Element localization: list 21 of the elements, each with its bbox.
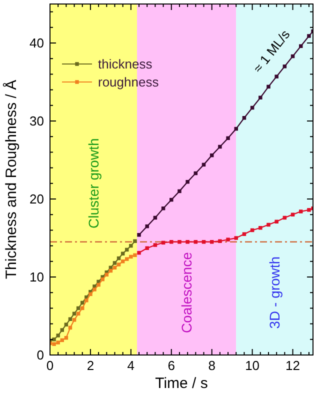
legend-label: thickness [98,56,153,72]
x-tick-label: 12 [286,358,300,373]
x-axis-title: Time / s [155,375,208,392]
x-tick-label: 8 [208,358,216,373]
y-tick-label: 10 [30,270,44,284]
point [133,239,137,243]
x-tick-label: 4 [127,358,135,373]
y-tick-label: 20 [30,192,44,206]
x-tick-label: 2 [86,358,94,373]
y-tick-label: 40 [30,36,44,50]
x-tick-label: 10 [245,358,260,373]
y-tick-label: 30 [30,114,44,128]
band-label: Cluster growth [85,138,102,229]
x-tick-label: 0 [46,358,54,373]
band-label: Coalescence [178,252,195,334]
legend-label: roughness [98,74,160,90]
y-tick-label: 0 [36,348,44,362]
x-tick-label: 6 [168,358,175,373]
point [137,233,141,237]
band-label: 3D - growth [266,256,283,329]
y-axis-title: Thickness and Roughness / Å [2,80,20,280]
